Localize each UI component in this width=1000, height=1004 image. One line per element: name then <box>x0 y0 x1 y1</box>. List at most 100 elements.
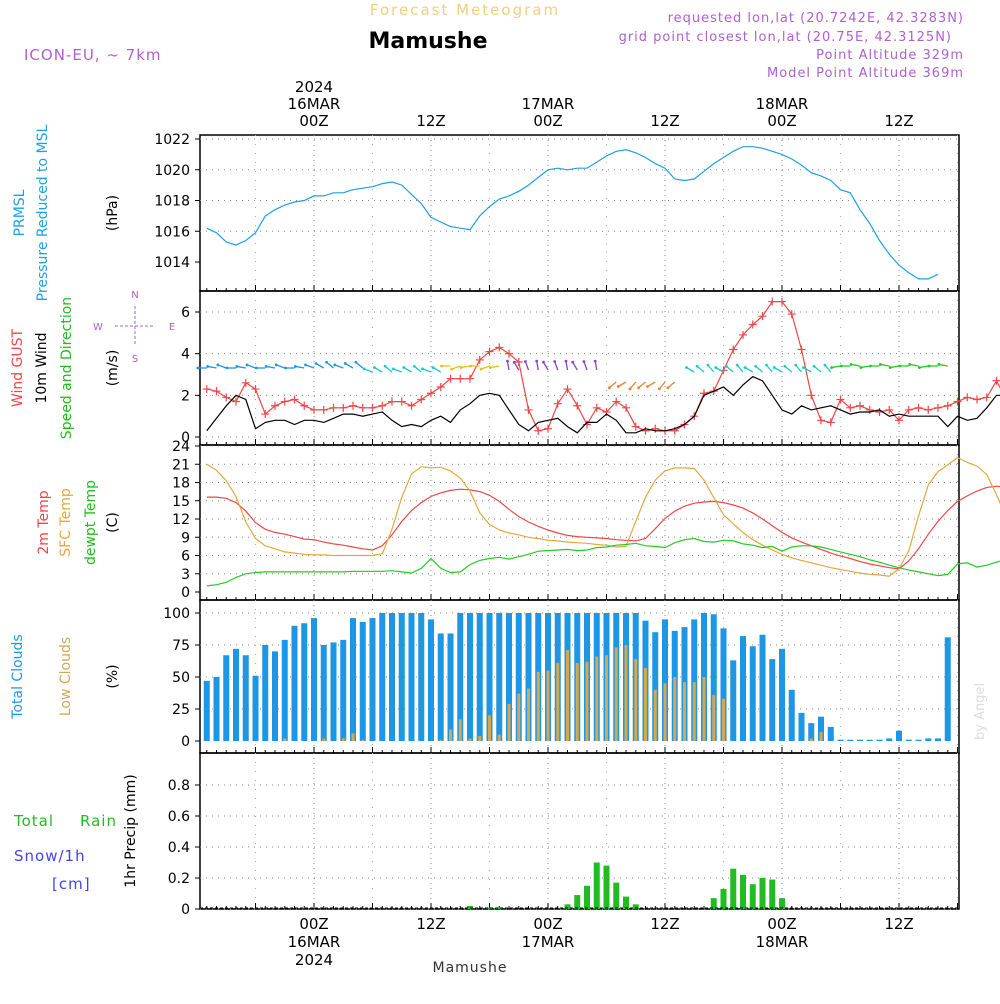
y-tick-label: 24 <box>172 439 190 455</box>
bar-low-clouds <box>810 738 813 741</box>
bar-total-clouds <box>906 740 912 741</box>
bar-low-clouds <box>527 689 530 741</box>
wind-arrow-head <box>783 365 786 368</box>
bar-total-clouds <box>857 740 863 741</box>
wind-arrow-head <box>413 365 416 368</box>
wind-arrow-head <box>325 361 328 364</box>
side-label: Wind GUST <box>10 328 26 407</box>
wind-arrow-head <box>363 368 366 371</box>
gust-marker <box>856 402 864 410</box>
bar-low-clouds <box>566 650 569 741</box>
gust-marker <box>924 406 932 414</box>
wind-arrow-head <box>469 365 472 368</box>
gust-marker <box>330 404 338 412</box>
bar-total-clouds <box>828 727 834 741</box>
gust-marker <box>339 404 347 412</box>
bar-low-clouds <box>605 655 608 741</box>
bar-low-clouds <box>556 663 559 741</box>
bar-total-clouds <box>916 740 922 741</box>
gridpoint-coords: grid point closest lon,lat (20.75E, 42.3… <box>619 30 952 45</box>
panel-frame <box>200 445 959 600</box>
bar-low-clouds <box>820 732 823 741</box>
bar-total-rain <box>574 895 580 909</box>
bar-low-clouds <box>469 738 472 741</box>
gust-marker <box>310 406 318 414</box>
wind-arrow-head <box>275 364 278 367</box>
wind-arrow-head <box>524 360 527 363</box>
requested-coords: requested lon,lat (20.7242E, 42.3283N) <box>668 11 964 26</box>
gust-marker <box>222 393 230 401</box>
y-tick-label: 0 <box>181 585 190 601</box>
wind-arrow-head <box>840 365 843 368</box>
wind-arrow-head <box>928 365 931 368</box>
side-label: Total Clouds <box>10 634 26 719</box>
y-tick-label: 2 <box>181 388 190 404</box>
bar-low-clouds <box>615 648 618 741</box>
y-tick-label: 6 <box>181 549 190 565</box>
bar-total-clouds <box>272 651 278 741</box>
wind-arrow-head <box>246 364 249 367</box>
y-tick-label: 0.8 <box>168 778 190 794</box>
bar-total-clouds <box>370 618 376 741</box>
bar-total-clouds <box>867 740 873 741</box>
gust-marker <box>534 427 542 435</box>
top-hour-label: 00Z <box>533 112 562 130</box>
bar-low-clouds <box>488 715 491 741</box>
bar-total-rain <box>769 880 775 909</box>
y-tick-label: 21 <box>172 457 190 473</box>
gust-marker <box>983 393 991 401</box>
wind-arrow-head <box>460 366 463 369</box>
wind-arrow-head <box>373 366 376 369</box>
bar-total-clouds <box>409 613 415 741</box>
wind-arrow-head <box>450 368 453 371</box>
series-line-10m-wind <box>207 377 1000 433</box>
bar-low-clouds <box>683 682 686 741</box>
bar-low-clouds <box>322 738 325 741</box>
bar-low-clouds <box>283 738 286 741</box>
y-axis-label: (m/s) <box>105 350 121 387</box>
wind-arrow-head <box>565 360 568 363</box>
bar-total-clouds <box>760 635 766 741</box>
bar-total-rain <box>721 889 727 909</box>
bar-low-clouds <box>342 738 345 741</box>
bar-total-clouds <box>331 642 337 741</box>
model-label: ICON-EU, ~ 7km <box>24 46 162 64</box>
compass-south: S <box>132 354 138 365</box>
side-label: [cm] <box>52 875 91 893</box>
wind-arrow-head <box>354 361 357 364</box>
wind-arrow-head <box>879 363 882 366</box>
bar-total-clouds <box>496 613 502 741</box>
gust-marker <box>944 402 952 410</box>
bar-total-rain <box>760 878 766 909</box>
side-label: dewpt Temp <box>83 480 99 565</box>
wind-arrow-head <box>714 366 717 369</box>
bar-total-rain <box>604 866 610 909</box>
bar-total-clouds <box>740 636 746 741</box>
bar-total-rain <box>730 869 736 909</box>
footer-location: Mamushe <box>433 960 508 976</box>
side-label: Pressure Reduced to MSL <box>35 124 51 301</box>
top-hour-label: 00Z <box>767 112 796 130</box>
wind-arrow-head <box>773 366 776 369</box>
bottom-hour-label: 00Z <box>533 915 562 933</box>
gust-marker <box>593 404 601 412</box>
wind-arrow-head <box>658 387 661 390</box>
gust-marker <box>622 404 630 412</box>
wind-arrow-head <box>206 365 209 368</box>
bottom-hour-label: 12Z <box>416 915 445 933</box>
gust-marker <box>281 398 289 406</box>
gust-marker <box>466 375 474 383</box>
watermark: by Angel <box>973 683 988 740</box>
y-tick-label: 0.6 <box>168 809 190 825</box>
bar-total-clouds <box>945 637 951 741</box>
bar-low-clouds <box>352 733 355 741</box>
location-title: Mamushe <box>368 29 487 54</box>
top-date-label: 17MAR <box>522 95 575 113</box>
bar-total-clouds <box>467 613 473 741</box>
bar-total-clouds <box>350 618 356 741</box>
gust-marker <box>583 421 591 429</box>
gust-marker <box>642 427 650 435</box>
gust-marker <box>359 404 367 412</box>
